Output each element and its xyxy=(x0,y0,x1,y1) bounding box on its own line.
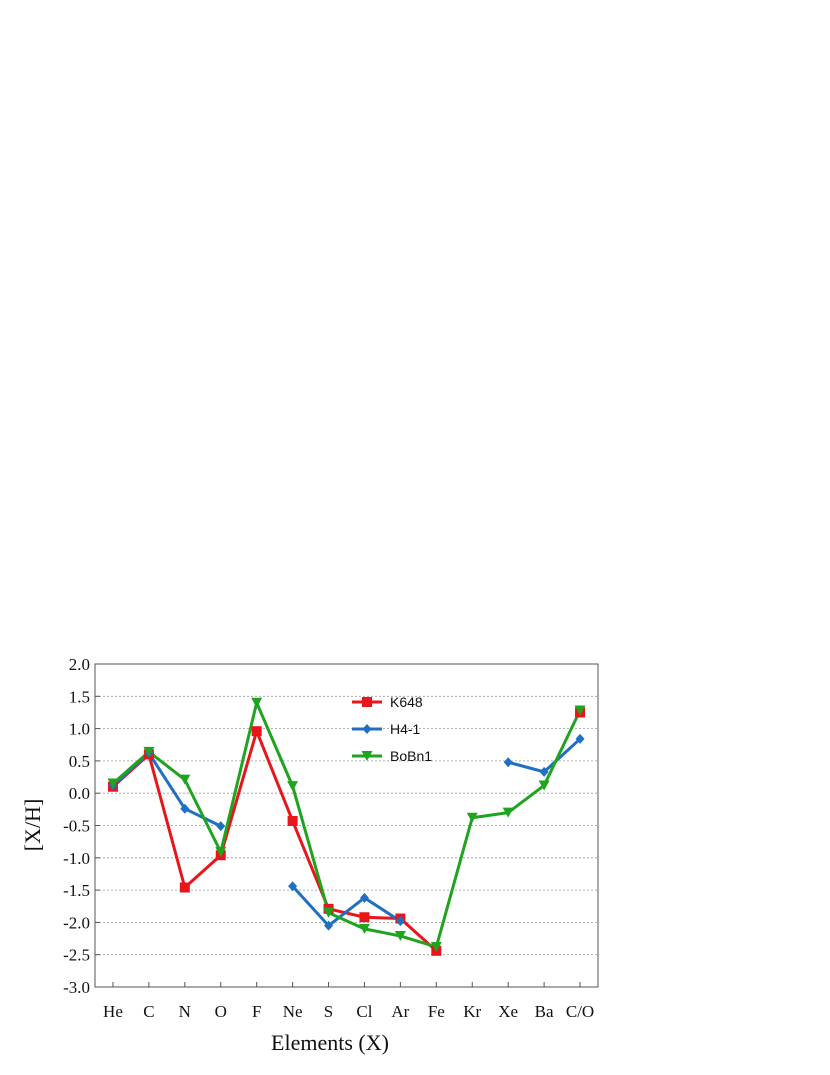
data-point-h4-1 xyxy=(539,766,549,777)
data-point-bobn1 xyxy=(394,930,406,941)
legend-label-k648: K648 xyxy=(390,694,423,710)
data-point-h4-1 xyxy=(288,881,298,892)
data-point-h4-1 xyxy=(575,733,585,744)
data-point-bobn1 xyxy=(502,807,514,818)
y-tick-label: -3.0 xyxy=(63,978,90,997)
y-tick-label: 0.0 xyxy=(69,784,90,803)
x-tick-label: He xyxy=(103,1002,123,1021)
data-point-h4-1 xyxy=(216,821,226,832)
data-point-bobn1 xyxy=(574,705,586,716)
series-line-k648 xyxy=(111,729,438,952)
x-tick-label: S xyxy=(324,1002,333,1021)
legend-label-h4-1: H4-1 xyxy=(390,721,421,737)
y-tick-label: -1.0 xyxy=(63,849,90,868)
y-tick-label: 0.5 xyxy=(69,752,90,771)
x-tick-label: Ba xyxy=(535,1002,554,1021)
data-point-bobn1 xyxy=(251,697,263,708)
legend-marker-h4-1 xyxy=(362,724,372,734)
data-point-bobn1 xyxy=(143,746,155,757)
x-tick-label: N xyxy=(179,1002,191,1021)
data-point-bobn1 xyxy=(287,781,299,792)
y-tick-label: 1.0 xyxy=(69,720,90,739)
y-axis-title: [X/H] xyxy=(20,799,45,852)
y-tick-label: -1.5 xyxy=(63,881,90,900)
data-point-bobn1 xyxy=(107,778,119,789)
x-tick-label: C xyxy=(143,1002,154,1021)
data-point-h4-1 xyxy=(359,892,369,903)
x-tick-label: C/O xyxy=(566,1002,594,1021)
x-tick-label: Kr xyxy=(463,1002,481,1021)
y-tick-label: 2.0 xyxy=(69,655,90,674)
data-point-h4-1 xyxy=(180,803,190,814)
legend-marker-bobn1 xyxy=(361,751,373,761)
series-line-h4-1 xyxy=(291,885,402,928)
y-tick-label: -0.5 xyxy=(63,817,90,836)
series-line-bobn1 xyxy=(111,701,582,949)
x-tick-label: Ne xyxy=(283,1002,303,1021)
data-point-k648 xyxy=(251,726,262,737)
legend-marker-k648 xyxy=(362,697,372,707)
x-tick-label: Fe xyxy=(428,1002,445,1021)
x-tick-label: Cl xyxy=(356,1002,372,1021)
data-point-bobn1 xyxy=(358,923,370,934)
data-point-h4-1 xyxy=(395,916,405,927)
data-point-k648 xyxy=(179,882,190,893)
data-point-bobn1 xyxy=(430,941,442,952)
data-point-k648 xyxy=(359,912,370,923)
data-point-h4-1 xyxy=(503,757,513,768)
data-point-bobn1 xyxy=(538,780,550,791)
legend-label-bobn1: BoBn1 xyxy=(390,748,432,764)
data-point-bobn1 xyxy=(323,907,335,918)
legend: K648 H4-1 BoBn1 xyxy=(352,694,432,764)
data-point-bobn1 xyxy=(215,846,227,857)
x-tick-label: Ar xyxy=(391,1002,409,1021)
data-point-k648 xyxy=(287,815,298,826)
series-markers xyxy=(107,697,586,956)
y-tick-label: -2.0 xyxy=(63,913,90,932)
x-axis-ticks: He C N O F Ne S Cl Ar Fe Kr Xe Ba C/O xyxy=(103,982,594,1021)
series-lines xyxy=(111,701,582,952)
y-tick-label: -2.5 xyxy=(63,946,90,965)
x-axis-title: Elements (X) xyxy=(271,1030,389,1055)
data-point-h4-1 xyxy=(324,920,334,931)
x-tick-label: Xe xyxy=(498,1002,518,1021)
y-tick-label: 1.5 xyxy=(69,687,90,706)
plot-area xyxy=(94,663,599,988)
data-point-bobn1 xyxy=(179,774,191,785)
x-tick-label: O xyxy=(215,1002,227,1021)
x-tick-label: F xyxy=(252,1002,261,1021)
data-point-bobn1 xyxy=(466,812,478,823)
y-axis-ticks: 2.0 1.5 1.0 0.5 0.0 -0.5 -1.0 -1.5 -2.0 -2.5 -3.0 xyxy=(63,655,100,997)
